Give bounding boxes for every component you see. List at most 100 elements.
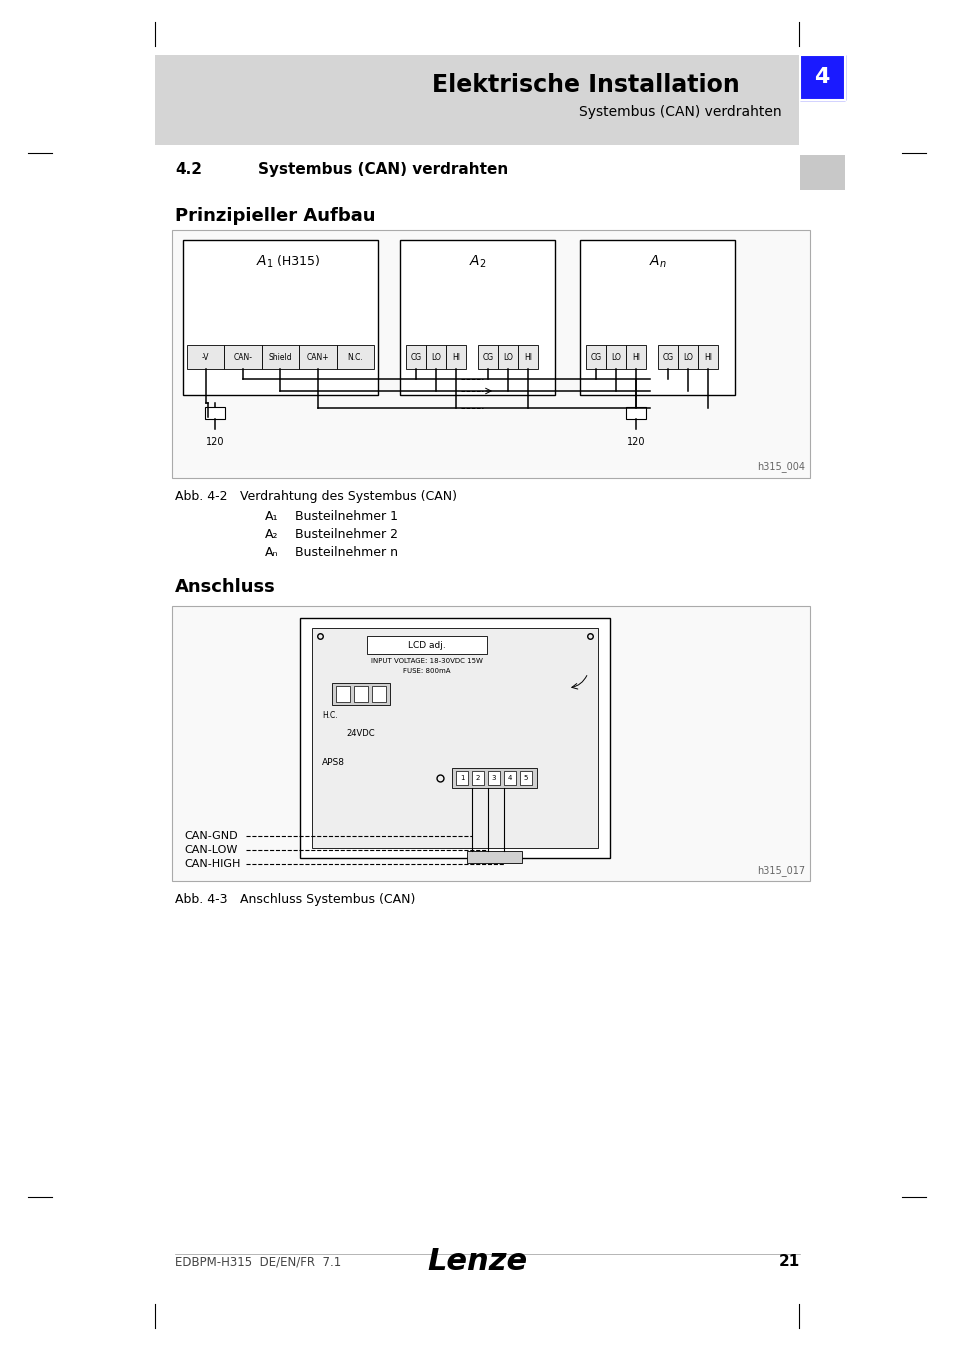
Bar	[605, 346, 625, 369]
Text: CAN-: CAN-	[233, 352, 253, 362]
Text: Busteilnehmer 1: Busteilnehmer 1	[294, 510, 397, 522]
Text: Abb. 4-3: Abb. 4-3	[174, 892, 227, 906]
Bar	[497, 346, 517, 369]
Text: CG: CG	[410, 352, 421, 362]
Text: Aₙ: Aₙ	[265, 545, 278, 559]
Text: Anschluss Systembus (CAN): Anschluss Systembus (CAN)	[240, 892, 415, 906]
Bar	[800, 55, 844, 100]
Text: CG: CG	[590, 352, 601, 362]
Bar	[517, 346, 537, 369]
Bar	[426, 346, 446, 369]
Text: A₁: A₁	[265, 510, 278, 522]
Text: h315_004: h315_004	[757, 462, 804, 472]
Bar	[585, 346, 605, 369]
Bar	[800, 155, 844, 190]
Bar	[456, 771, 468, 784]
Text: LO: LO	[611, 352, 620, 362]
Text: Verdrahtung des Systembus (CAN): Verdrahtung des Systembus (CAN)	[240, 490, 456, 504]
Bar	[261, 346, 299, 369]
Text: $A_n$: $A_n$	[648, 254, 666, 270]
Text: CAN-HIGH: CAN-HIGH	[184, 859, 240, 869]
Bar	[477, 346, 497, 369]
Text: HI: HI	[631, 352, 639, 362]
Bar	[625, 346, 645, 369]
Bar	[336, 346, 374, 369]
Text: 120: 120	[206, 437, 224, 447]
Text: 21: 21	[778, 1254, 800, 1269]
Text: A₂: A₂	[265, 528, 278, 541]
Text: HI: HI	[523, 352, 532, 362]
Text: Elektrische Installation: Elektrische Installation	[432, 73, 740, 97]
Bar	[367, 636, 486, 653]
Bar	[503, 771, 516, 784]
Text: CG: CG	[482, 352, 493, 362]
Text: Busteilnehmer 2: Busteilnehmer 2	[294, 528, 397, 541]
Text: Shield: Shield	[269, 352, 292, 362]
Text: 24VDC: 24VDC	[346, 729, 375, 738]
Bar	[800, 55, 844, 100]
Bar	[299, 618, 609, 859]
Text: Lenze: Lenze	[427, 1247, 526, 1277]
Bar	[519, 771, 532, 784]
Text: $A_1$: $A_1$	[256, 254, 274, 270]
Text: APS8: APS8	[322, 757, 345, 767]
Text: Abb. 4-2: Abb. 4-2	[174, 490, 227, 504]
Bar	[205, 406, 225, 418]
Bar	[154, 55, 799, 144]
Text: CAN-LOW: CAN-LOW	[184, 845, 237, 855]
Text: H.C.: H.C.	[322, 711, 337, 720]
Text: Prinzipieller Aufbau: Prinzipieller Aufbau	[174, 207, 375, 225]
Text: 1: 1	[459, 775, 464, 782]
Text: Systembus (CAN) verdrahten: Systembus (CAN) verdrahten	[257, 162, 508, 177]
Bar	[172, 606, 809, 882]
Bar	[678, 346, 698, 369]
Bar	[452, 768, 537, 788]
Text: (H315): (H315)	[273, 255, 319, 269]
Text: 4.2: 4.2	[174, 162, 202, 177]
Text: LCD adj.: LCD adj.	[408, 640, 445, 649]
Bar	[354, 686, 368, 702]
Bar	[399, 240, 555, 396]
Bar	[172, 230, 809, 478]
Text: EDBPM-H315  DE/EN/FR  7.1: EDBPM-H315 DE/EN/FR 7.1	[174, 1256, 341, 1269]
Text: h315_017: h315_017	[756, 865, 804, 876]
Bar	[698, 346, 718, 369]
Bar	[299, 346, 336, 369]
Text: 5: 5	[523, 775, 528, 782]
Bar	[488, 771, 499, 784]
Text: HI: HI	[703, 352, 711, 362]
Text: CG: CG	[661, 352, 673, 362]
Text: Anschluss: Anschluss	[174, 578, 275, 595]
Bar	[406, 346, 426, 369]
Text: CAN+: CAN+	[306, 352, 329, 362]
Text: N.C.: N.C.	[347, 352, 363, 362]
Bar	[446, 346, 465, 369]
Text: LO: LO	[431, 352, 440, 362]
Text: -V: -V	[202, 352, 210, 362]
Text: FUSE: 800mA: FUSE: 800mA	[403, 668, 450, 674]
Text: INPUT VOLTAGE: 18-30VDC 15W: INPUT VOLTAGE: 18-30VDC 15W	[371, 657, 482, 664]
Text: Systembus (CAN) verdrahten: Systembus (CAN) verdrahten	[578, 105, 781, 119]
Bar	[625, 406, 645, 418]
Bar	[332, 683, 390, 705]
Bar	[472, 771, 483, 784]
Text: LO: LO	[502, 352, 513, 362]
Text: Busteilnehmer n: Busteilnehmer n	[294, 545, 397, 559]
Text: 4: 4	[507, 775, 512, 782]
Bar	[183, 240, 377, 396]
Text: LO: LO	[682, 352, 692, 362]
Text: 3: 3	[491, 775, 496, 782]
Text: 120: 120	[626, 437, 644, 447]
Text: 2: 2	[476, 775, 479, 782]
Text: HI: HI	[452, 352, 459, 362]
Bar	[335, 686, 350, 702]
Text: 4: 4	[814, 68, 829, 86]
Bar	[372, 686, 386, 702]
Bar	[579, 240, 734, 396]
Bar	[658, 346, 678, 369]
Text: $A_2$: $A_2$	[468, 254, 486, 270]
Bar	[224, 346, 261, 369]
Bar	[467, 850, 521, 863]
Bar	[312, 628, 598, 848]
Bar	[187, 346, 224, 369]
